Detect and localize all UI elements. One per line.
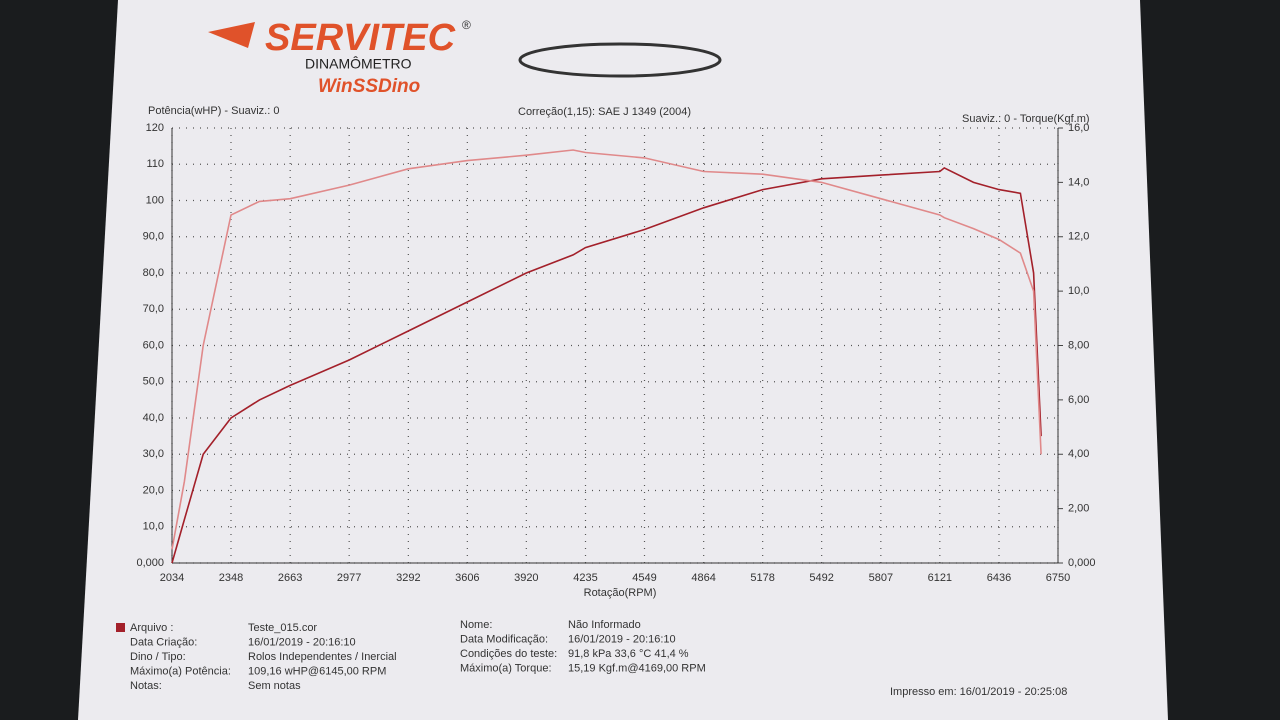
- x-tick-label: 4549: [632, 572, 656, 584]
- info-label: Nome:: [460, 619, 492, 631]
- printed-date: Impresso em: 16/01/2019 - 20:25:08: [890, 686, 1067, 698]
- y-tick-label: 20,0: [143, 484, 164, 496]
- info-label: Máximo(a) Potência:: [130, 665, 231, 677]
- info-value: Não Informado: [568, 619, 641, 631]
- y2-tick-label: 16,0: [1068, 122, 1089, 134]
- software: WinSSDino: [318, 76, 420, 97]
- info-label: Notas:: [130, 680, 162, 692]
- info-value: 91,8 kPa 33,6 °C 41,4 %: [568, 648, 689, 660]
- x-tick-label: 5807: [869, 572, 893, 584]
- info-value: Rolos Independentes / Inercial: [248, 651, 397, 663]
- y-tick-label: 10,0: [143, 521, 164, 533]
- y2-tick-label: 6,00: [1068, 394, 1089, 406]
- y2-tick-label: 2,00: [1068, 503, 1089, 515]
- x-tick-label: 2348: [219, 572, 243, 584]
- x-tick-label: 2663: [278, 572, 302, 584]
- x-tick-label: 3920: [514, 572, 538, 584]
- y-tick-label: 110: [146, 158, 164, 170]
- x-tick-label: 2977: [337, 572, 361, 584]
- info-label: Arquivo :: [130, 622, 173, 634]
- x-tick-label: 6750: [1046, 572, 1070, 584]
- x-tick-label: 4864: [691, 572, 715, 584]
- info-value: Teste_015.cor: [248, 622, 317, 634]
- info-value: 16/01/2019 - 20:16:10: [568, 633, 676, 645]
- brand: SERVITEC: [265, 17, 456, 59]
- y-tick-label: 60,0: [143, 339, 164, 351]
- y-tick-label: 80,0: [143, 267, 164, 279]
- series-line: [171, 166, 1042, 564]
- y2-axis-label: Suaviz.: 0 - Torque(Kgf.m): [962, 113, 1090, 125]
- info-label: Máximo(a) Torque:: [460, 662, 552, 674]
- partner-logo: [518, 42, 722, 78]
- x-tick-label: 3606: [455, 572, 479, 584]
- y-tick-label: 30,0: [143, 448, 164, 460]
- info-value: 15,19 Kgf.m@4169,00 RPM: [568, 662, 706, 674]
- y-tick-label: 40,0: [143, 412, 164, 424]
- paper: [78, 0, 1168, 720]
- chart-title: Correção(1,15): SAE J 1349 (2004): [518, 106, 691, 118]
- x-tick-label: 2034: [160, 572, 184, 584]
- y2-tick-label: 8,00: [1068, 339, 1089, 351]
- x-tick-label: 4235: [573, 572, 597, 584]
- y-tick-label: 100: [146, 194, 164, 206]
- info-label: Dino / Tipo:: [130, 651, 186, 663]
- info-label: Condições do teste:: [460, 648, 557, 660]
- y-tick-label: 90,0: [143, 231, 164, 243]
- y-tick-label: 0,000: [136, 557, 164, 569]
- y-tick-label: 120: [146, 122, 164, 134]
- info-value: Sem notas: [248, 680, 301, 692]
- y2-tick-label: 0,000: [1068, 557, 1096, 569]
- x-axis-label: Rotação(RPM): [584, 587, 657, 599]
- info-label: Data Criação:: [130, 636, 197, 648]
- y-tick-label: 70,0: [143, 303, 164, 315]
- info-value: 16/01/2019 - 20:16:10: [248, 636, 356, 648]
- x-tick-label: 6121: [928, 572, 952, 584]
- info-label: Data Modificação:: [460, 633, 548, 645]
- y2-tick-label: 12,0: [1068, 231, 1089, 243]
- series-line: [171, 149, 1042, 550]
- registered: ®: [462, 18, 471, 32]
- y2-tick-label: 4,00: [1068, 448, 1089, 460]
- y2-tick-label: 14,0: [1068, 176, 1089, 188]
- y2-tick-label: 10,0: [1068, 285, 1089, 297]
- file-swatch: [116, 623, 125, 632]
- x-tick-label: 6436: [987, 572, 1011, 584]
- y-axis-label: Potência(wHP) - Suaviz.: 0: [148, 105, 279, 117]
- x-tick-label: 5178: [750, 572, 774, 584]
- logo-mark: [208, 22, 255, 48]
- subtitle: DINAMÔMETRO: [305, 56, 412, 72]
- x-tick-label: 3292: [396, 572, 420, 584]
- y-tick-label: 50,0: [143, 376, 164, 388]
- info-value: 109,16 wHP@6145,00 RPM: [248, 665, 386, 677]
- x-tick-label: 5492: [809, 572, 833, 584]
